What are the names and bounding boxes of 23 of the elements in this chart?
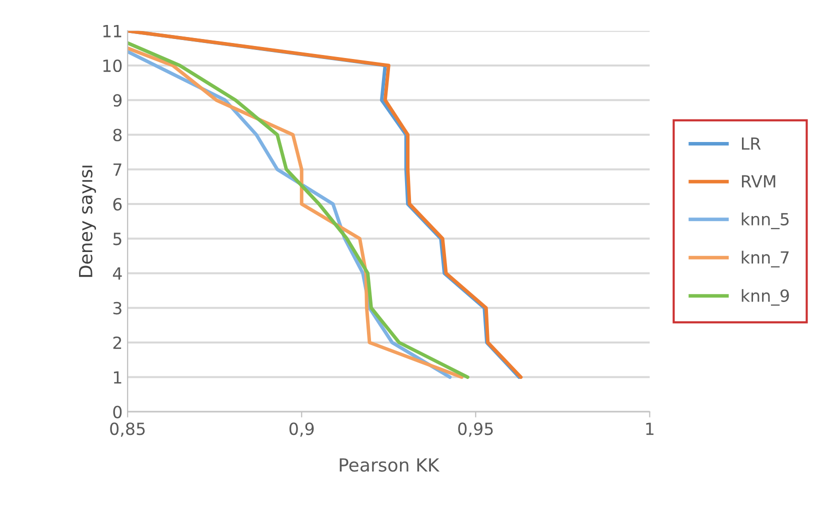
legend-label: knn_5 bbox=[742, 212, 789, 230]
y-tick-label: 11 bbox=[103, 25, 122, 38]
x-tick-label: 0,85 bbox=[110, 422, 145, 437]
y-tick-label: 10 bbox=[103, 59, 122, 72]
legend-label: RVM bbox=[742, 175, 776, 188]
x-tick-label: 0,95 bbox=[458, 422, 493, 437]
y-tick-label: 3 bbox=[113, 302, 122, 314]
x-axis-title: Pearson KK bbox=[340, 458, 440, 472]
y-tick-label: 4 bbox=[112, 267, 122, 280]
y-tick-label: 1 bbox=[114, 371, 122, 384]
x-tick-label: 1 bbox=[646, 422, 654, 435]
y-tick-label: 5 bbox=[113, 232, 122, 246]
y-tick-label: 8 bbox=[113, 128, 122, 142]
y-tick-label: 7 bbox=[114, 164, 122, 176]
x-tick-label: 0,9 bbox=[289, 422, 314, 437]
legend-label: LR bbox=[742, 137, 761, 150]
y-axis-title: Deney sayısı bbox=[79, 166, 96, 277]
y-tick-label: 2 bbox=[113, 336, 122, 349]
legend-label: knn_9 bbox=[742, 289, 789, 306]
legend-label: knn_7 bbox=[742, 250, 789, 268]
y-tick-label: 0 bbox=[113, 406, 122, 418]
y-tick-label: 6 bbox=[113, 198, 122, 211]
y-tick-label: 9 bbox=[113, 94, 122, 107]
